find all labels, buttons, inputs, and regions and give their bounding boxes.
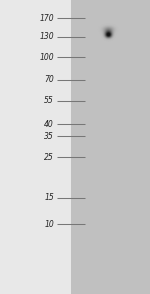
Text: 15: 15 [44, 193, 54, 202]
Text: 35: 35 [44, 132, 54, 141]
Text: 10: 10 [44, 220, 54, 228]
Text: 70: 70 [44, 76, 54, 84]
Text: 170: 170 [39, 14, 54, 23]
Text: 25: 25 [44, 153, 54, 162]
Text: 100: 100 [39, 53, 54, 62]
Bar [0, 0, 70, 294]
Text: 40: 40 [44, 120, 54, 129]
Text: 55: 55 [44, 96, 54, 105]
Text: 130: 130 [39, 32, 54, 41]
Bar [70, 0, 150, 294]
